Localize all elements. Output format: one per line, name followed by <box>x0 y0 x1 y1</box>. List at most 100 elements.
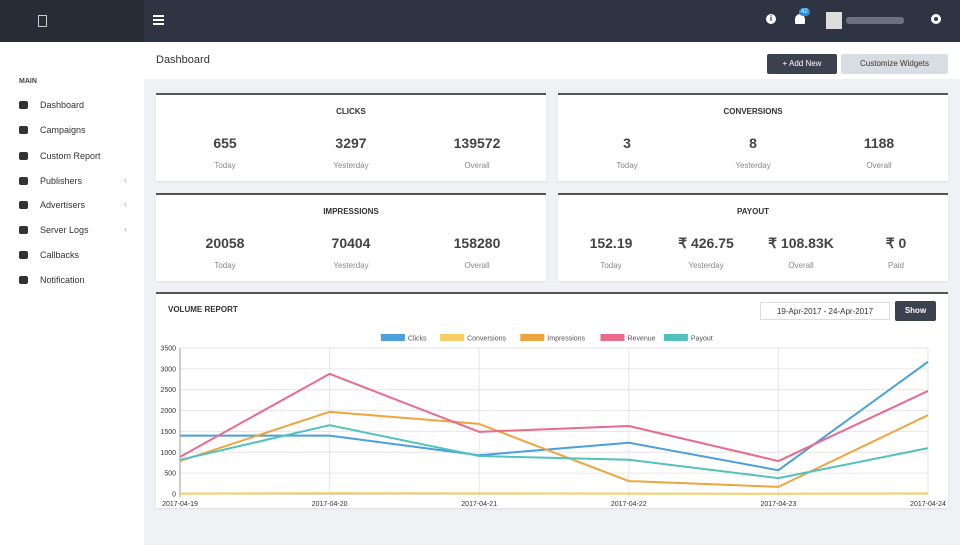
nav-icon <box>19 251 28 259</box>
stat-value: 152.19 <box>589 235 633 251</box>
legend-label: Clicks <box>408 336 427 343</box>
logo[interactable] <box>0 0 144 42</box>
nav-item[interactable]: Custom Report <box>0 149 144 163</box>
stat-label: Yesterday <box>688 261 724 270</box>
nav-item[interactable]: Notification <box>0 273 144 287</box>
show-button[interactable]: Show <box>895 301 936 321</box>
nav-label: Dashboard <box>40 100 85 110</box>
x-tick-label: 2017-04-21 <box>461 501 497 508</box>
user-name[interactable] <box>846 17 904 24</box>
sidebar-section: MAIN <box>19 78 37 85</box>
menu-toggle[interactable] <box>153 15 164 25</box>
y-tick-label: 1000 <box>160 450 176 457</box>
stat-label: Overall <box>866 161 892 170</box>
nav-icon <box>19 126 28 134</box>
nav-label: Custom Report <box>40 151 101 161</box>
stat-value: ₹ 0 <box>885 235 907 251</box>
card-title: CONVERSIONS <box>723 107 783 116</box>
series-line <box>180 360 929 472</box>
legend-swatch <box>520 334 545 341</box>
stat-value: 1188 <box>863 135 895 151</box>
nav-label: Publishers <box>40 176 83 186</box>
stat-value: 3 <box>623 135 631 151</box>
chart: 0 500 1000 1500 2000 2500 3000 3500 2017-04-19 20… <box>160 334 946 508</box>
add-new-button[interactable]: + Add New <box>767 54 837 74</box>
customize-button[interactable]: Customize Widgets <box>841 54 948 74</box>
nav-icon <box>19 152 28 160</box>
card-title: IMPRESSIONS <box>323 207 379 216</box>
stat-label: Today <box>214 261 236 270</box>
nav-icon <box>19 226 28 234</box>
y-tick-label: 3000 <box>160 366 176 373</box>
stat-value: 655 <box>213 135 237 151</box>
legend-swatch <box>663 334 688 341</box>
stat-card: CLICKS 655 Today 3297 Yesterday 139572 Overall <box>156 93 546 181</box>
chevron: ‹ <box>124 224 127 234</box>
logo-icon <box>38 15 47 27</box>
stat-card: PAYOUT 152.19 Today ₹ 426.75 Yesterday ₹ 108.… <box>558 193 948 281</box>
series-line <box>179 372 929 463</box>
stat-value: 158280 <box>453 235 501 251</box>
nav-icon <box>19 101 28 109</box>
stat-value: 139572 <box>453 135 501 151</box>
legend-swatch <box>600 334 625 341</box>
nav-icon <box>19 276 28 284</box>
y-tick-label: 3500 <box>160 346 176 353</box>
stat-label: Today <box>616 161 638 170</box>
legend-label: Conversions <box>467 336 506 343</box>
y-tick-label: 500 <box>164 471 176 478</box>
sidebar: MAIN Dashboard Campaigns Custom Report Publ… <box>0 42 144 545</box>
nav-icon <box>19 177 28 185</box>
bell-icon[interactable] <box>795 14 805 24</box>
y-tick-label: 2000 <box>160 408 176 415</box>
nav-label: Server Logs <box>40 225 89 235</box>
nav-label: Callbacks <box>40 250 80 260</box>
nav-item[interactable]: Server Logs ‹ <box>0 223 144 237</box>
page-title: Dashboard <box>156 54 210 66</box>
x-tick-label: 2017-04-24 <box>910 501 946 508</box>
stat-value: ₹ 426.75 <box>678 235 734 251</box>
series-line <box>179 424 929 480</box>
stat-label: Yesterday <box>333 161 369 170</box>
y-tick-label: 0 <box>172 492 176 499</box>
stat-value: 70404 <box>331 235 371 251</box>
notification-badge: 42 <box>799 8 810 16</box>
avatar[interactable] <box>826 12 842 29</box>
x-tick-label: 2017-04-22 <box>611 501 647 508</box>
x-tick-label: 2017-04-23 <box>760 501 796 508</box>
y-tick-label: 2500 <box>160 387 176 394</box>
nav-item[interactable]: Campaigns <box>0 123 144 137</box>
nav-item[interactable]: Publishers ‹ <box>0 174 144 188</box>
stat-value: 8 <box>749 135 757 151</box>
stat-value: ₹ 108.83K <box>768 235 834 251</box>
stat-label: Yesterday <box>333 261 369 270</box>
stat-label: Overall <box>464 161 490 170</box>
stat-card: IMPRESSIONS 20058 Today 70404 Yesterday 15828… <box>156 193 546 281</box>
settings-icon[interactable] <box>931 14 941 24</box>
volume-title: VOLUME REPORT <box>168 305 238 314</box>
info-icon[interactable]: i <box>766 14 776 24</box>
volume-report: VOLUME REPORT 19-Apr-2017 - 24-Apr-2017 … <box>156 292 948 508</box>
card-title: CLICKS <box>336 107 366 116</box>
date-range[interactable]: 19-Apr-2017 - 24-Apr-2017 <box>760 302 890 320</box>
stat-label: Overall <box>788 261 814 270</box>
page-header: Dashboard + Add New Customize Widgets <box>144 42 960 79</box>
stat-value: 3297 <box>335 135 367 151</box>
stat-label: Today <box>214 161 236 170</box>
legend-swatch <box>440 334 465 341</box>
stat-card: CONVERSIONS 3 Today 8 Yesterday 1188 Overall <box>558 93 948 181</box>
nav-label: Notification <box>40 275 85 285</box>
x-tick-label: 2017-04-19 <box>162 501 198 508</box>
card-title: PAYOUT <box>736 207 769 216</box>
legend-swatch <box>380 334 405 341</box>
x-tick-label: 2017-04-20 <box>312 501 348 508</box>
nav-item[interactable]: Advertisers ‹ <box>0 198 144 212</box>
chevron: ‹ <box>124 199 127 209</box>
legend-label: Revenue <box>628 336 656 343</box>
nav-item[interactable]: Callbacks <box>0 248 144 262</box>
nav-item[interactable]: Dashboard <box>0 98 144 112</box>
stat-label: Today <box>600 261 622 270</box>
navbar: i 42 <box>0 0 960 42</box>
stat-label: Yesterday <box>735 161 771 170</box>
